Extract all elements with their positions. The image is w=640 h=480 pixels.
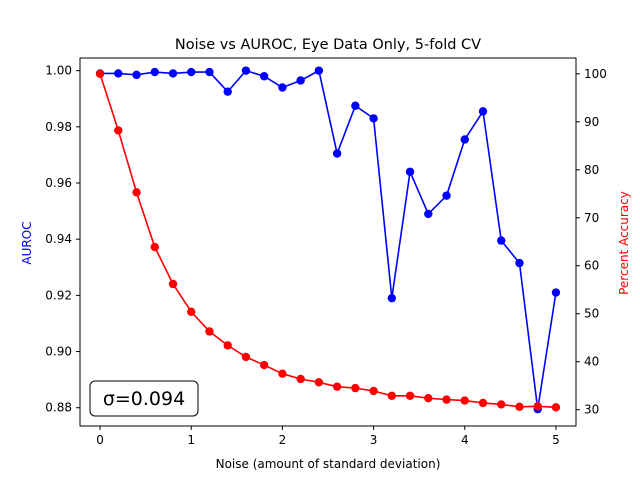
sigma-text: σ=0.094 [103, 388, 185, 410]
data-point-left [296, 76, 305, 85]
data-point-right [478, 398, 488, 408]
series-line-right [99, 73, 556, 409]
data-point-right [278, 369, 287, 378]
data-point-right [223, 341, 232, 350]
y-axis-label-left: AUROC [20, 221, 34, 264]
y-tick-label-right: 80 [584, 163, 599, 177]
data-point-right [168, 279, 178, 289]
data-point-right [369, 386, 378, 396]
y-tick-label-left: 0.98 [45, 120, 72, 134]
data-point-left [150, 67, 159, 77]
data-point-left [241, 66, 251, 75]
data-point-left [223, 87, 232, 96]
data-point-right [241, 352, 251, 362]
y-tick-label-right: 70 [584, 211, 599, 225]
data-point-left [132, 70, 141, 80]
data-point-left [424, 209, 433, 219]
data-point-right [95, 69, 105, 79]
y-tick-label-right: 50 [584, 307, 599, 321]
data-point-right [332, 382, 342, 391]
x-tick-label: 4 [461, 433, 469, 447]
data-point-right [405, 391, 415, 400]
data-point-left [259, 72, 269, 81]
y-tick-label-left: 0.90 [45, 345, 72, 359]
data-point-left [205, 67, 214, 77]
x-tick-label: 5 [552, 433, 560, 447]
y-tick-label-right: 30 [584, 403, 599, 417]
x-tick-label: 0 [96, 433, 104, 447]
data-point-left [387, 293, 397, 303]
data-point-right [497, 400, 506, 409]
data-point-right [314, 378, 324, 387]
y-tick-label-right: 40 [584, 355, 599, 369]
data-point-left [497, 236, 506, 245]
data-point-right [351, 383, 360, 393]
data-point-left [314, 66, 324, 75]
data-point-left [478, 107, 488, 116]
y-tick-label-left: 0.94 [45, 232, 72, 246]
data-point-right [132, 188, 141, 197]
data-point-left [515, 258, 524, 268]
data-point-right [296, 374, 305, 384]
y-tick-label-left: 0.88 [45, 401, 72, 415]
y-tick-label-left: 1.00 [45, 64, 72, 78]
y-tick-label-right: 90 [584, 115, 599, 129]
data-point-left [551, 288, 561, 297]
data-point-right [114, 126, 123, 135]
sigma-annotation: σ=0.094 [89, 380, 199, 417]
plot-area: 0 1 2 3 4 5 0.88 0.90 0.92 0.94 0.96 0.98 1.00 30 40 50… [45, 57, 607, 447]
series-line-left [100, 69, 557, 410]
y-tick-label-left: 0.92 [45, 288, 72, 302]
data-point-right [515, 402, 524, 412]
y-tick-label-right: 60 [584, 259, 599, 273]
data-point-left [460, 135, 469, 144]
x-axis-label: Noise (amount of standard deviation) [216, 457, 441, 471]
data-point-right [424, 393, 433, 403]
y-axis-label-right: Percent Accuracy [617, 191, 631, 295]
data-point-left [114, 69, 123, 78]
y-tick-label-left: 0.96 [45, 176, 72, 190]
data-point-right [533, 402, 542, 411]
x-tick-label: 1 [187, 433, 195, 447]
data-point-left [442, 191, 451, 200]
data-point-right [442, 395, 451, 404]
data-point-right [150, 242, 159, 252]
y-tick-label-right: 100 [584, 67, 607, 81]
data-point-left [369, 114, 378, 123]
plot-frame [79, 57, 577, 427]
data-point-left [187, 67, 196, 77]
data-point-left [332, 149, 342, 158]
chart-title: Noise vs AUROC, Eye Data Only, 5-fold CV [175, 37, 481, 53]
data-point-left [168, 69, 178, 78]
data-point-right [460, 396, 469, 405]
data-point-right [259, 360, 269, 370]
data-point-right [205, 327, 214, 336]
data-point-left [278, 83, 287, 92]
data-point-right [387, 391, 397, 400]
data-point-right [187, 307, 196, 317]
x-tick-label: 2 [279, 433, 287, 447]
data-point-left [405, 167, 415, 176]
x-tick-label: 3 [370, 433, 378, 447]
data-point-right [551, 403, 561, 412]
data-point-left [351, 101, 360, 110]
sigma-box [89, 380, 199, 417]
